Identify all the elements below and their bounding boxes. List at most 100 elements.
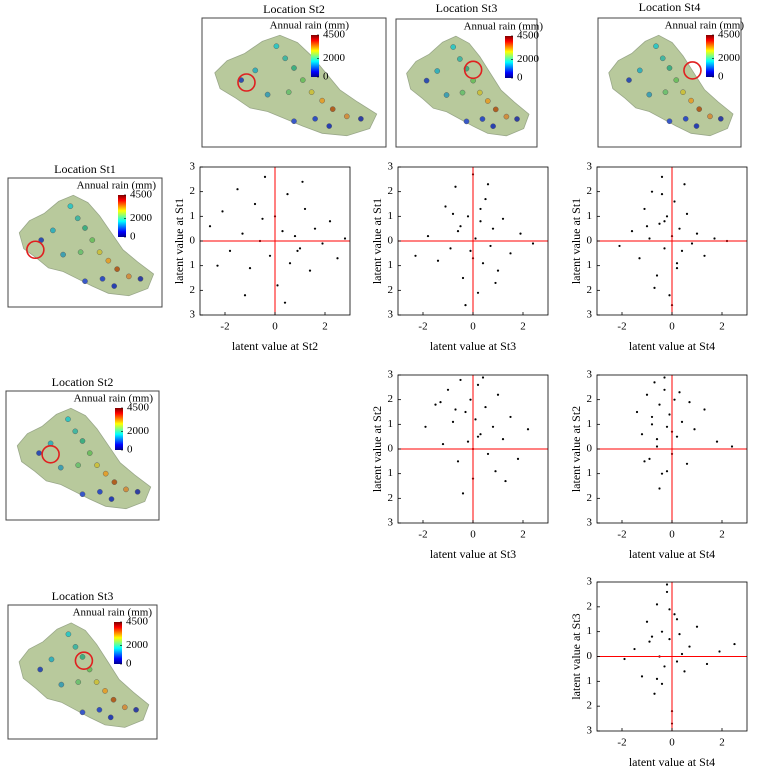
colorbar-label: Annual rain (mm): [464, 21, 544, 33]
station-dot: [308, 89, 315, 95]
station-dot: [37, 666, 44, 673]
y-tick-label: 3: [388, 309, 394, 321]
point: [449, 247, 452, 250]
station-dot: [57, 464, 64, 471]
point: [653, 692, 656, 695]
station-dot: [77, 249, 84, 255]
point: [454, 408, 457, 411]
point: [673, 398, 676, 401]
station-dot: [99, 275, 106, 282]
point: [261, 217, 264, 220]
y-tick-label: 1: [388, 210, 394, 222]
point: [730, 445, 734, 448]
point: [446, 388, 450, 391]
station-dot: [646, 91, 653, 98]
y-tick-label: 3: [587, 725, 593, 737]
point: [635, 410, 639, 414]
station-dot: [79, 709, 86, 716]
point: [658, 222, 661, 225]
colorbar: [311, 35, 319, 77]
point: [668, 413, 671, 416]
y-axis-label: latent value at St1: [370, 198, 384, 284]
station-dot: [72, 644, 79, 650]
point: [675, 660, 679, 663]
point: [241, 232, 244, 235]
x-axis-label: latent value at St3: [430, 339, 516, 353]
colorbar-tick-label: 2000: [130, 212, 153, 224]
point: [476, 291, 480, 294]
colorbar-label: Annual rain (mm): [73, 607, 153, 619]
point: [479, 207, 482, 211]
y-tick-label: 2: [587, 700, 593, 712]
point: [688, 401, 691, 404]
location-marker: [41, 444, 60, 464]
x-tick-label: -2: [617, 737, 626, 749]
point: [456, 460, 460, 463]
y-tick-label: 3: [190, 161, 196, 173]
y-tick-label: 1: [388, 259, 394, 271]
colorbar-tick-label: 2000: [517, 53, 540, 65]
y-axis-label: latent value at St1: [172, 198, 186, 284]
y-tick-label: 0: [190, 235, 196, 247]
x-tick-label: 0: [272, 321, 278, 333]
x-axis-label: latent value at St2: [232, 339, 318, 353]
point: [680, 249, 684, 252]
point: [645, 225, 649, 228]
x-tick-label: 0: [470, 529, 476, 541]
station-dot: [264, 91, 271, 98]
point: [638, 257, 641, 260]
point: [653, 286, 656, 289]
map-title: Location St3: [52, 589, 114, 603]
point: [484, 405, 487, 409]
y-tick-label: 0: [587, 235, 593, 247]
point: [456, 230, 460, 233]
map-title: Location St4: [639, 0, 701, 14]
y-tick-label: 3: [388, 369, 394, 381]
station-dot: [94, 462, 100, 468]
y-tick-label: 1: [587, 625, 593, 637]
station-dot: [82, 225, 88, 231]
point: [640, 433, 644, 436]
station-dot: [252, 67, 259, 74]
point: [678, 633, 681, 636]
point: [464, 410, 467, 414]
point: [474, 418, 477, 421]
station-dot: [707, 113, 713, 120]
colorbar-tick-label: 2000: [718, 52, 741, 64]
station-dot: [443, 92, 450, 98]
point: [673, 200, 676, 203]
point: [718, 650, 721, 653]
point: [321, 242, 324, 245]
station-dot: [50, 227, 56, 234]
point: [481, 262, 485, 265]
x-tick-label: -2: [418, 321, 427, 333]
point: [655, 603, 659, 606]
point: [668, 294, 671, 297]
point: [648, 237, 651, 240]
point: [424, 425, 427, 428]
island: [16, 407, 152, 510]
colorbar-tick-label: 2000: [323, 52, 346, 64]
point: [733, 642, 736, 646]
location-marker: [26, 240, 45, 260]
point: [263, 175, 267, 178]
point: [683, 670, 686, 673]
station-dot: [96, 707, 103, 713]
point: [288, 262, 292, 265]
point: [705, 662, 709, 666]
y-tick-label: 2: [388, 284, 394, 296]
point: [293, 234, 297, 238]
point: [703, 254, 706, 257]
station-dot: [74, 215, 81, 222]
y-tick-label: 1: [587, 467, 593, 479]
point: [454, 185, 457, 188]
station-dot: [343, 113, 350, 120]
station-dot: [108, 496, 115, 502]
station-dot: [72, 428, 79, 435]
point: [665, 215, 669, 218]
station-dot: [666, 118, 673, 125]
point: [645, 393, 649, 396]
colorbar-tick-label: 4500: [323, 29, 346, 41]
station-dot: [329, 106, 336, 112]
point: [479, 220, 482, 223]
